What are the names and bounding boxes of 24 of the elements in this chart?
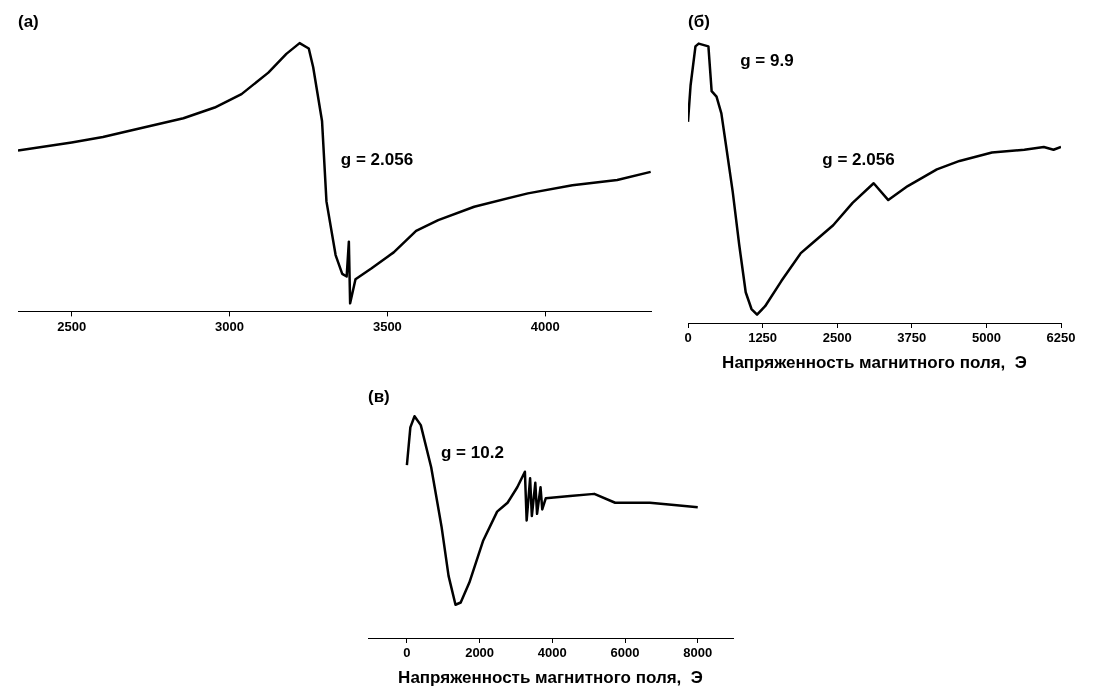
x-tick-label: 0 <box>403 645 411 661</box>
x-tick-label: 3500 <box>372 318 402 334</box>
annotation: g = 10.2 <box>441 443 504 463</box>
annotation: g = 2.056 <box>822 149 895 169</box>
chart-title: (б) <box>688 11 710 31</box>
x-tick-label: 1250 <box>748 330 778 346</box>
x-tick-label: 6000 <box>610 645 640 661</box>
annotation: g = 9.9 <box>740 51 794 71</box>
x-tick-label: 6250 <box>1046 330 1076 346</box>
x-tick-label: 0 <box>684 330 692 346</box>
x-tick-label: 2000 <box>465 645 495 661</box>
x-tick-label: 4000 <box>537 645 567 661</box>
x-tick-label: 3750 <box>897 330 927 346</box>
x-tick-label: 4000 <box>530 318 560 334</box>
x-axis-title: Напряженность магнитного поля, Э <box>398 668 703 688</box>
x-tick-label: 2500 <box>822 330 852 346</box>
x-tick-label: 2500 <box>57 318 87 334</box>
chart-title: (в) <box>368 386 390 406</box>
x-tick-label: 3000 <box>215 318 244 334</box>
x-tick-label: 5000 <box>971 330 1001 346</box>
x-axis-title: Напряженность магнитного поля, Э <box>722 353 1027 373</box>
annotation: g = 2.056 <box>340 150 414 170</box>
chart-title: (a) <box>18 11 39 31</box>
x-tick-label: 8000 <box>683 645 713 661</box>
